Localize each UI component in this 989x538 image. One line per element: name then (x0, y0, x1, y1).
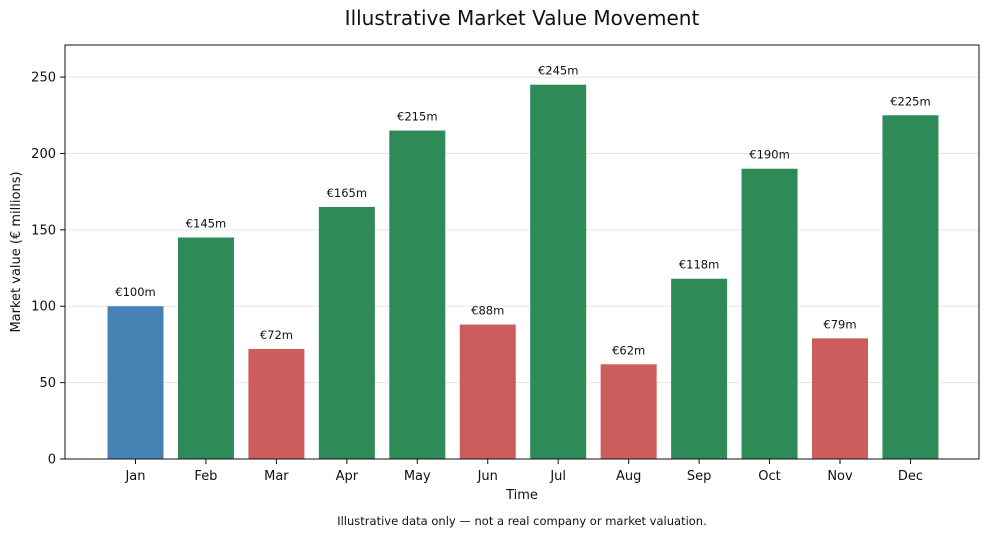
x-tick-label-jan: Jan (124, 469, 145, 484)
ticks-layer: 0 50 100 150 200 250 Jan Feb Mar Apr May Jun Jul Aug S… (31, 71, 923, 484)
bar-may (389, 130, 446, 460)
data-label-nov: €79m (823, 317, 856, 331)
x-tick-label-may: May (404, 469, 431, 484)
bars-layer (107, 84, 939, 460)
x-tick-label-mar: Mar (264, 469, 289, 484)
x-tick-label-sep: Sep (687, 469, 712, 484)
data-label-oct: €190m (749, 148, 789, 162)
y-tick-label-5: 250 (31, 71, 56, 86)
bar-mar (248, 349, 305, 459)
data-label-apr: €165m (327, 186, 367, 200)
bar-aug (600, 364, 657, 459)
bar-jul (530, 84, 587, 460)
y-tick-label-1: 50 (39, 376, 56, 391)
data-label-sep: €118m (679, 258, 719, 272)
chart-title: Illustrative Market Value Movement (345, 6, 700, 30)
x-tick-label-dec: Dec (898, 469, 923, 484)
x-tick-label-aug: Aug (616, 469, 641, 484)
data-label-jan: €100m (115, 285, 155, 299)
data-label-aug: €62m (612, 343, 645, 357)
bar-dec (882, 115, 939, 459)
data-label-jul: €245m (538, 64, 578, 78)
data-label-mar: €72m (260, 328, 293, 342)
x-tick-label-nov: Nov (827, 469, 853, 484)
y-tick-label-3: 150 (31, 223, 56, 238)
footnote: Illustrative data only — not a real comp… (337, 514, 707, 528)
y-tick-label-2: 100 (31, 300, 56, 315)
x-tick-label-feb: Feb (194, 469, 217, 484)
y-axis-label: Market value (€ millions) (9, 171, 24, 332)
bar-apr (318, 206, 375, 459)
data-label-may: €215m (397, 110, 437, 124)
x-tick-label-oct: Oct (758, 469, 780, 484)
data-label-feb: €145m (186, 216, 226, 230)
x-axis-label: Time (505, 488, 538, 503)
bar-nov (812, 338, 868, 459)
plot-frame (64, 44, 980, 460)
data-labels-layer: €100m €145m €72m €165m €215m €88m €245m €62m €11… (115, 64, 930, 358)
bar-jun (459, 324, 516, 459)
y-tick-label-0: 0 (48, 453, 56, 468)
bar-feb (177, 237, 234, 459)
bar-jan (107, 306, 164, 459)
data-label-jun: €88m (471, 304, 504, 318)
data-label-dec: €225m (890, 94, 930, 108)
x-tick-label-apr: Apr (336, 469, 359, 484)
x-tick-label-jul: Jul (549, 469, 566, 484)
y-tick-label-4: 200 (31, 147, 56, 162)
bar-oct (741, 168, 798, 459)
bar-sep (671, 278, 728, 459)
x-tick-label-jun: Jun (477, 469, 498, 484)
